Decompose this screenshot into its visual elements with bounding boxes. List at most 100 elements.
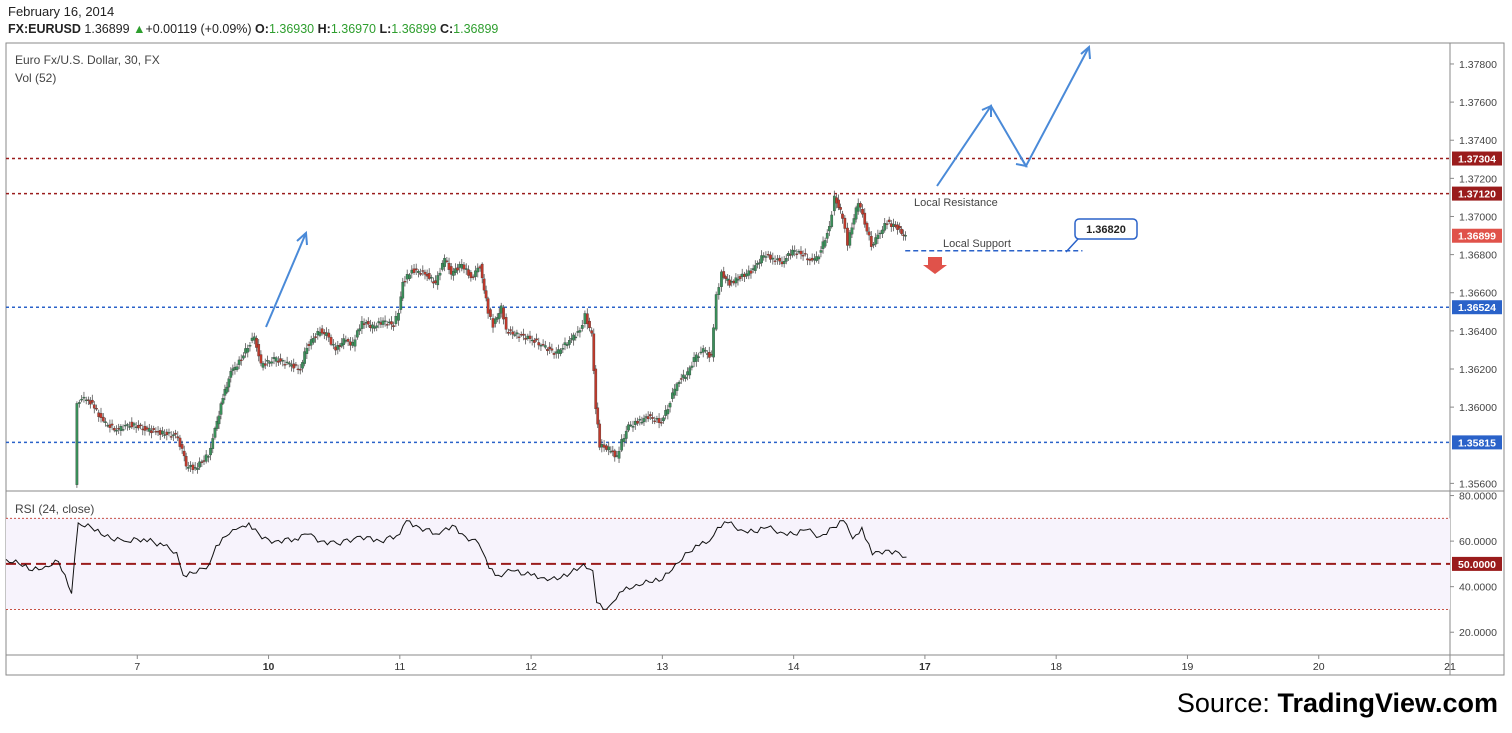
candle-body bbox=[397, 312, 400, 321]
candle-body bbox=[198, 461, 201, 468]
candle-body bbox=[793, 250, 797, 252]
candle-body bbox=[704, 350, 707, 352]
projection-path-icon[interactable] bbox=[936, 44, 1091, 187]
rsi-midline-label: 50.0000 bbox=[1458, 559, 1496, 571]
candle-body bbox=[283, 364, 287, 366]
candle-body bbox=[385, 324, 389, 326]
candle-body bbox=[724, 276, 728, 279]
down-arrow-icon[interactable] bbox=[923, 257, 947, 274]
price-tick-label: 1.37400 bbox=[1459, 135, 1497, 147]
candle-body bbox=[381, 320, 385, 325]
candle-body bbox=[799, 250, 803, 255]
candle-body bbox=[77, 402, 81, 404]
candle-body bbox=[717, 287, 721, 295]
candle-body bbox=[87, 399, 90, 401]
candle-body bbox=[627, 424, 630, 431]
candle-body bbox=[568, 340, 571, 345]
candle-body bbox=[852, 218, 856, 225]
candle-body bbox=[578, 330, 582, 333]
last-price-tag bbox=[1452, 228, 1502, 243]
candle-body bbox=[898, 226, 901, 229]
candle-body bbox=[219, 403, 223, 415]
candle-body bbox=[274, 357, 278, 362]
candle-body bbox=[429, 277, 433, 279]
quote-bar: FX:EURUSD 1.36899 ▲+0.00119 (+0.09%) O:1… bbox=[8, 22, 498, 36]
candle-body bbox=[469, 272, 473, 279]
low-value: 1.36899 bbox=[391, 22, 437, 36]
candle-body bbox=[841, 213, 844, 219]
candle-body bbox=[677, 381, 681, 384]
candle-body bbox=[358, 328, 361, 332]
candle-body bbox=[874, 237, 878, 245]
source-brand: TradingView.com bbox=[1277, 688, 1498, 718]
candle-body bbox=[353, 339, 357, 347]
candle-body bbox=[434, 280, 437, 284]
candle-body bbox=[548, 346, 552, 350]
candle-body bbox=[318, 331, 322, 336]
level-price-label: 1.35815 bbox=[1458, 437, 1496, 449]
up-arrow-icon[interactable] bbox=[265, 230, 308, 328]
candle-body bbox=[615, 455, 619, 457]
candle-body bbox=[668, 402, 672, 408]
candle-body bbox=[594, 368, 598, 410]
candle-body bbox=[150, 430, 153, 434]
candle-body bbox=[213, 428, 217, 438]
candle-body bbox=[528, 335, 532, 339]
candle-body bbox=[227, 378, 231, 388]
symbol-label[interactable]: FX:EURUSD bbox=[8, 22, 81, 36]
level-price-tag bbox=[1452, 300, 1502, 315]
local-resistance-label: Local Resistance bbox=[914, 197, 998, 209]
candle-body bbox=[513, 334, 517, 336]
candle-body bbox=[756, 263, 759, 265]
annotations[interactable]: Local Resistance Local Support 1.36820 bbox=[265, 44, 1138, 328]
candle-body bbox=[417, 270, 420, 273]
candle-body bbox=[653, 420, 657, 422]
candle-body bbox=[167, 432, 171, 434]
candle-body bbox=[776, 258, 779, 260]
candle-body bbox=[546, 348, 549, 352]
candle-body bbox=[112, 428, 116, 431]
candlestick-series bbox=[75, 190, 907, 488]
support-callout-box[interactable] bbox=[1074, 218, 1138, 240]
candle-body bbox=[638, 418, 642, 421]
candle-body bbox=[186, 467, 190, 469]
candle-body bbox=[449, 266, 453, 275]
candle-body bbox=[180, 444, 184, 449]
candle-body bbox=[298, 369, 302, 371]
candle-body bbox=[537, 342, 541, 346]
candle-body bbox=[351, 342, 355, 346]
time-tick-label: 12 bbox=[525, 661, 537, 673]
candle-body bbox=[697, 356, 700, 358]
candle-body bbox=[336, 345, 340, 350]
time-tick-label: 11 bbox=[394, 661, 405, 673]
candle-body bbox=[636, 420, 639, 424]
candle-body bbox=[493, 318, 497, 324]
candle-body bbox=[412, 268, 416, 273]
candle-body bbox=[255, 338, 258, 348]
candle-body bbox=[622, 438, 626, 443]
rsi-midline-tag bbox=[1452, 556, 1502, 571]
candle-body bbox=[497, 313, 501, 319]
horizontal-levels[interactable]: 1.37304 1.37120 1.36524 1.35815 1.36899 bbox=[6, 151, 1502, 450]
candle-body bbox=[830, 214, 834, 227]
time-tick-label: 7 bbox=[134, 661, 140, 673]
candle-body bbox=[362, 323, 366, 325]
candle-body bbox=[803, 253, 807, 255]
candle-body bbox=[588, 320, 591, 329]
candle-body bbox=[196, 467, 199, 470]
candle-body bbox=[419, 273, 422, 275]
candle-body bbox=[259, 354, 263, 364]
candle-body bbox=[471, 276, 475, 278]
candle-body bbox=[92, 404, 96, 409]
candle-body bbox=[585, 313, 589, 325]
close-label: C: bbox=[439, 22, 454, 36]
candle-body bbox=[440, 262, 444, 270]
candle-body bbox=[823, 240, 827, 247]
candle-body bbox=[515, 332, 519, 335]
candle-body bbox=[303, 351, 306, 364]
candle-body bbox=[592, 333, 596, 371]
candle-body bbox=[414, 268, 418, 271]
candle-body bbox=[694, 354, 698, 362]
candle-body bbox=[237, 359, 241, 365]
